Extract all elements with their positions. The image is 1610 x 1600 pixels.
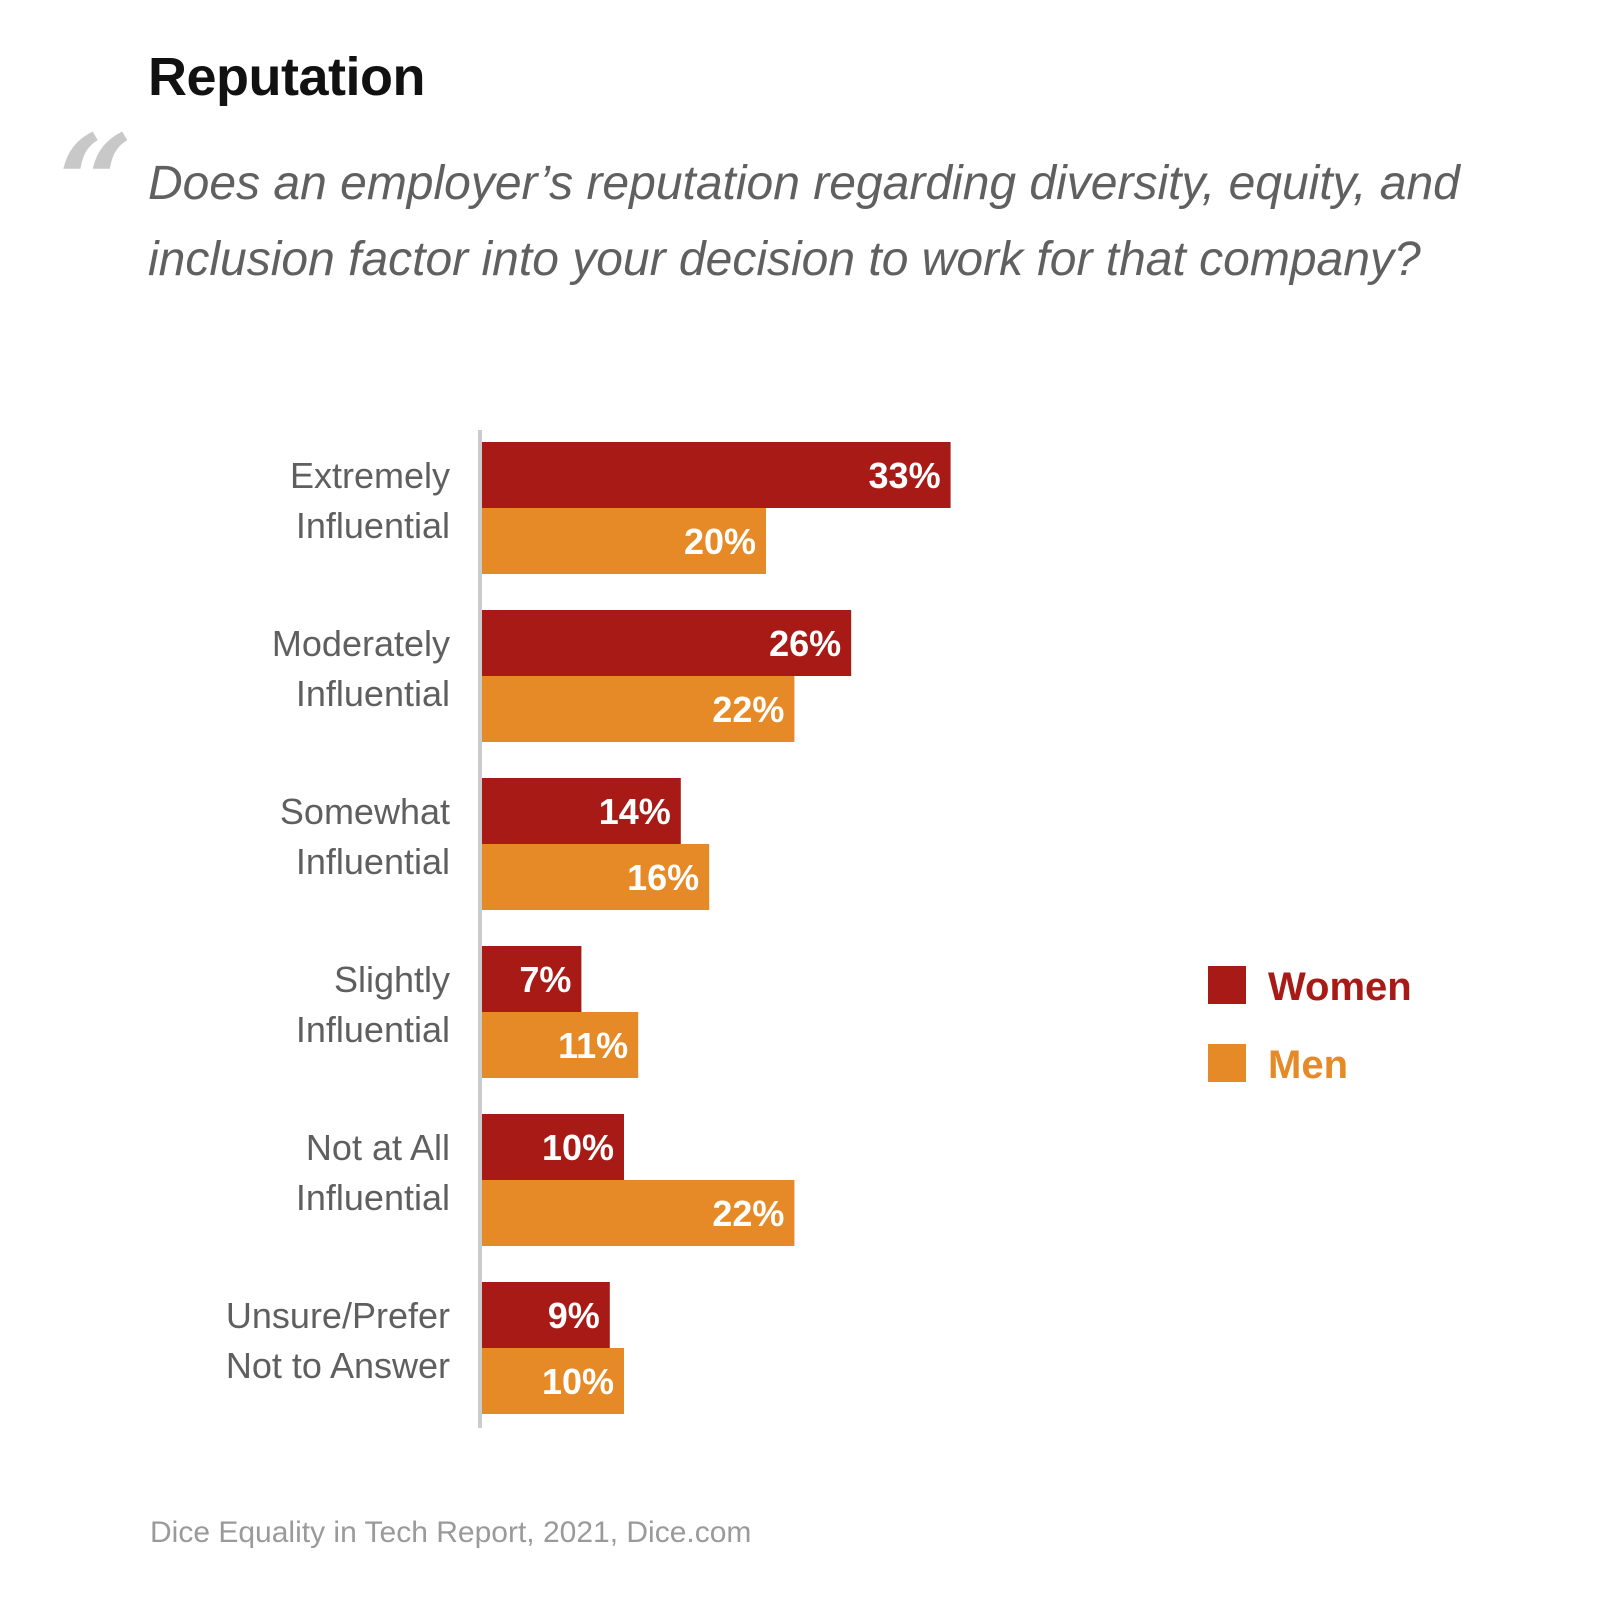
- bar-men-4: [482, 1180, 795, 1246]
- legend-label-women: Women: [1268, 965, 1412, 1009]
- bar-women-0: [482, 442, 951, 508]
- legend-label-men: Men: [1268, 1043, 1348, 1087]
- source-note: Dice Equality in Tech Report, 2021, Dice…: [150, 1516, 752, 1549]
- bar-women-3: [482, 946, 582, 1012]
- bar-women-2: [482, 778, 681, 844]
- category-label-5-line-1: Not to Answer: [226, 1345, 450, 1386]
- data-label-women-0: 33%: [869, 455, 941, 496]
- data-label-women-2: 14%: [599, 791, 671, 832]
- chart-subtitle-question: Does an employer’s reputation regarding …: [148, 157, 1460, 286]
- data-label-women-1: 26%: [769, 623, 841, 664]
- category-label-1-line-1: Influential: [296, 673, 450, 714]
- bar-men-5: [482, 1348, 624, 1414]
- data-label-men-5: 10%: [542, 1361, 614, 1402]
- bars-group: 33% 20% 26% 22% 14% 16% 7% 11% 10% 22% 9% 10%: [482, 442, 951, 1414]
- category-label-1-line-0: Moderately: [272, 623, 450, 664]
- category-label-2-line-1: Influential: [296, 841, 450, 882]
- bar-men-2: [482, 844, 710, 910]
- legend-swatch-men: [1208, 1044, 1246, 1082]
- category-label-3-line-1: Influential: [296, 1009, 450, 1050]
- data-label-men-4: 22%: [712, 1193, 784, 1234]
- data-label-men-3: 11%: [558, 1025, 628, 1066]
- data-label-women-4: 10%: [542, 1127, 614, 1168]
- chart-title: Reputation: [148, 47, 425, 107]
- data-label-men-0: 20%: [684, 521, 756, 562]
- category-label-4-line-1: Influential: [296, 1177, 450, 1218]
- data-label-men-2: 16%: [627, 857, 699, 898]
- bar-women-4: [482, 1114, 624, 1180]
- bar-men-1: [482, 676, 795, 742]
- data-label-women-3: 7%: [519, 959, 571, 1000]
- category-label-5-line-0: Unsure/Prefer: [226, 1295, 450, 1336]
- category-label-3-line-0: Slightly: [334, 959, 450, 1000]
- bar-men-0: [482, 508, 766, 574]
- category-labels-group: Extremely Influential Moderately Influentia…: [226, 455, 450, 1386]
- category-label-4-line-0: Not at All: [306, 1127, 450, 1168]
- legend: Women Men: [1208, 965, 1412, 1087]
- category-label-0-line-1: Influential: [296, 505, 450, 546]
- bar-women-5: [482, 1282, 610, 1348]
- category-label-0-line-0: Extremely: [290, 455, 450, 496]
- legend-swatch-women: [1208, 966, 1246, 1004]
- bar-men-3: [482, 1012, 639, 1078]
- data-label-women-5: 9%: [548, 1295, 600, 1336]
- category-label-2-line-0: Somewhat: [280, 791, 450, 832]
- quote-mark-icon: “: [58, 106, 133, 259]
- data-label-men-1: 22%: [712, 689, 784, 730]
- bar-women-1: [482, 610, 852, 676]
